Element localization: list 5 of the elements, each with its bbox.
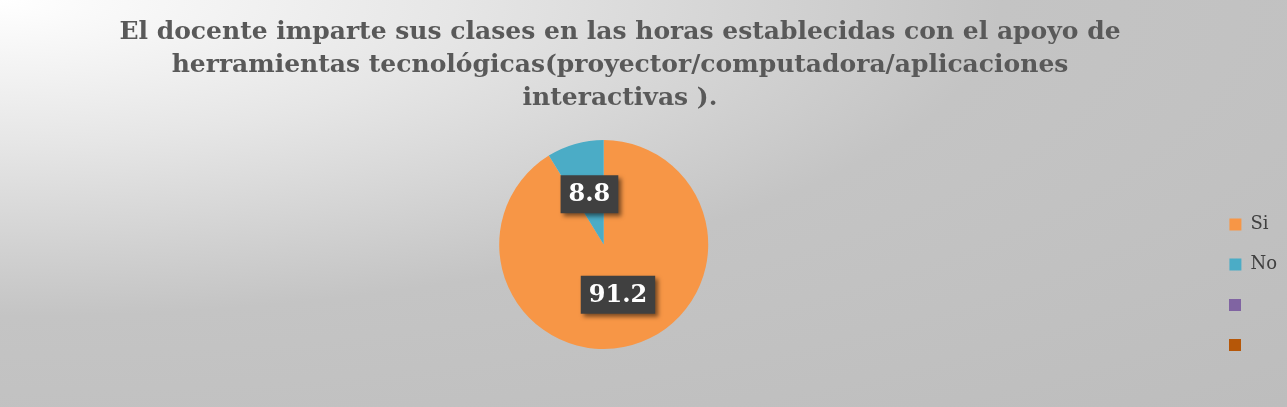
data-label: 91.2 bbox=[588, 279, 648, 308]
legend-label: Si bbox=[1250, 212, 1269, 234]
chart-title: El docente imparte sus clases en las horas establecidas con el apoyo de herramientas tecnológicas(proyector/computadora/aplicaciones interactivas ). bbox=[118, 15, 1122, 113]
data-label: 8.8 bbox=[568, 178, 611, 208]
legend-label: No bbox=[1250, 252, 1278, 274]
